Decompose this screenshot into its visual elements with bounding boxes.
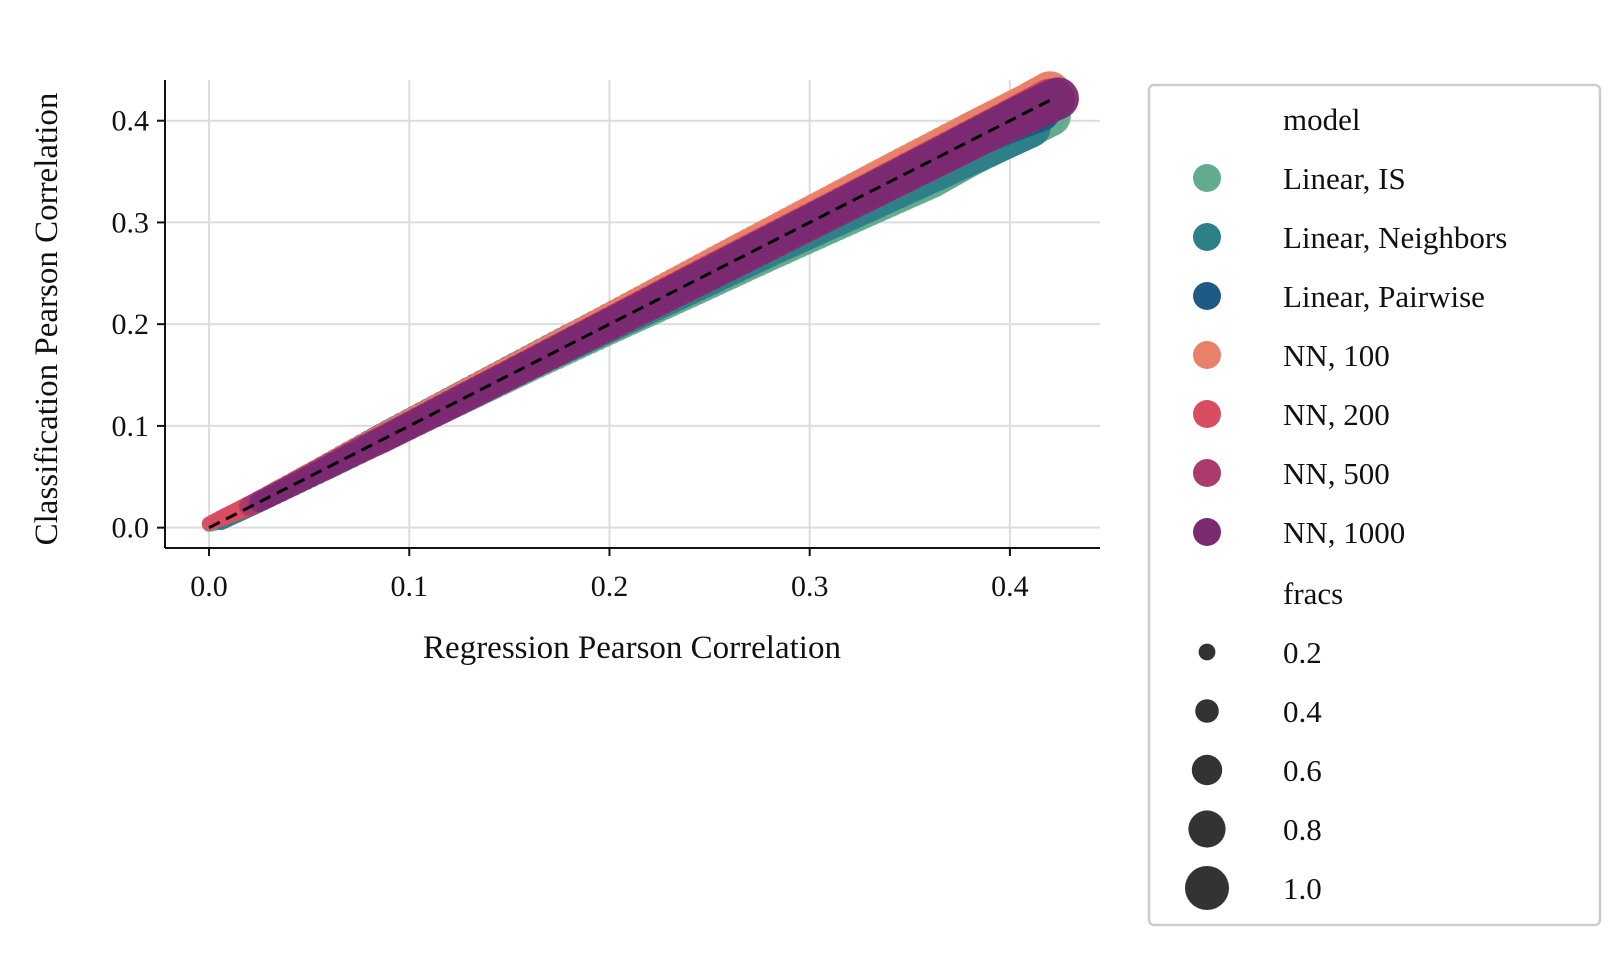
x-tick-label: 0.2 [591, 570, 629, 603]
legend-size-label: 1.0 [1283, 871, 1322, 906]
legend-size-title: fracs [1283, 576, 1343, 611]
legend-label: Linear, Pairwise [1283, 279, 1485, 314]
legend-label: Linear, Neighbors [1283, 220, 1507, 255]
y-tick-label: 0.4 [112, 105, 150, 138]
legend-marker [1193, 341, 1221, 369]
legend-label: NN, 500 [1283, 456, 1390, 491]
legend-size-marker [1198, 643, 1216, 661]
tick-labels: 0.0 0.1 0.2 0.3 0.4 0.0 0.1 0.2 0.3 0.4 [112, 105, 1029, 603]
legend-size-marker [1185, 866, 1229, 910]
legend-marker [1193, 282, 1221, 310]
legend-size-entries: 0.2 0.4 0.6 0.8 1.0 [1185, 635, 1322, 910]
grid-lines [165, 80, 1100, 548]
legend-marker [1193, 223, 1221, 251]
legend-marker [1193, 459, 1221, 487]
legend-marker [1193, 518, 1221, 546]
x-tick-label: 0.4 [991, 570, 1029, 603]
y-tick-label: 0.3 [112, 206, 150, 239]
legend-marker [1193, 164, 1221, 192]
legend-size-label: 0.2 [1283, 635, 1322, 670]
legend-frame [1147, 83, 1602, 927]
y-tick-label: 0.0 [112, 512, 150, 545]
y-tick-label: 0.1 [112, 410, 150, 443]
legend-label: NN, 100 [1283, 338, 1390, 373]
legend-marker [1193, 400, 1221, 428]
x-tick-label: 0.0 [190, 570, 228, 603]
data-point [1036, 77, 1079, 120]
legend-hue-entries: Linear, IS Linear, Neighbors Linear, Pairw… [1193, 161, 1507, 550]
legend-size-marker [1188, 810, 1226, 848]
y-axis-label: Classification Pearson Correlation [29, 93, 65, 546]
x-axis-label: Regression Pearson Correlation [423, 630, 841, 666]
reference-line-group [208, 99, 1051, 529]
legend-size-marker [1195, 699, 1219, 723]
legend-size-label: 0.6 [1283, 753, 1322, 788]
legend-size-marker [1191, 754, 1223, 786]
legend-label: NN, 1000 [1283, 515, 1405, 550]
legend-hue-title: model [1283, 102, 1361, 137]
legend-label: NN, 200 [1283, 397, 1390, 432]
x-tick-label: 0.3 [791, 570, 829, 603]
legend-size-label: 0.4 [1283, 694, 1322, 729]
x-tick-label: 0.1 [391, 570, 429, 603]
axes [157, 80, 1100, 556]
data-points [201, 71, 1079, 532]
reference-line [208, 99, 1051, 529]
legend-size-label: 0.8 [1283, 812, 1322, 847]
legend-label: Linear, IS [1283, 161, 1406, 196]
y-tick-label: 0.2 [112, 308, 150, 341]
